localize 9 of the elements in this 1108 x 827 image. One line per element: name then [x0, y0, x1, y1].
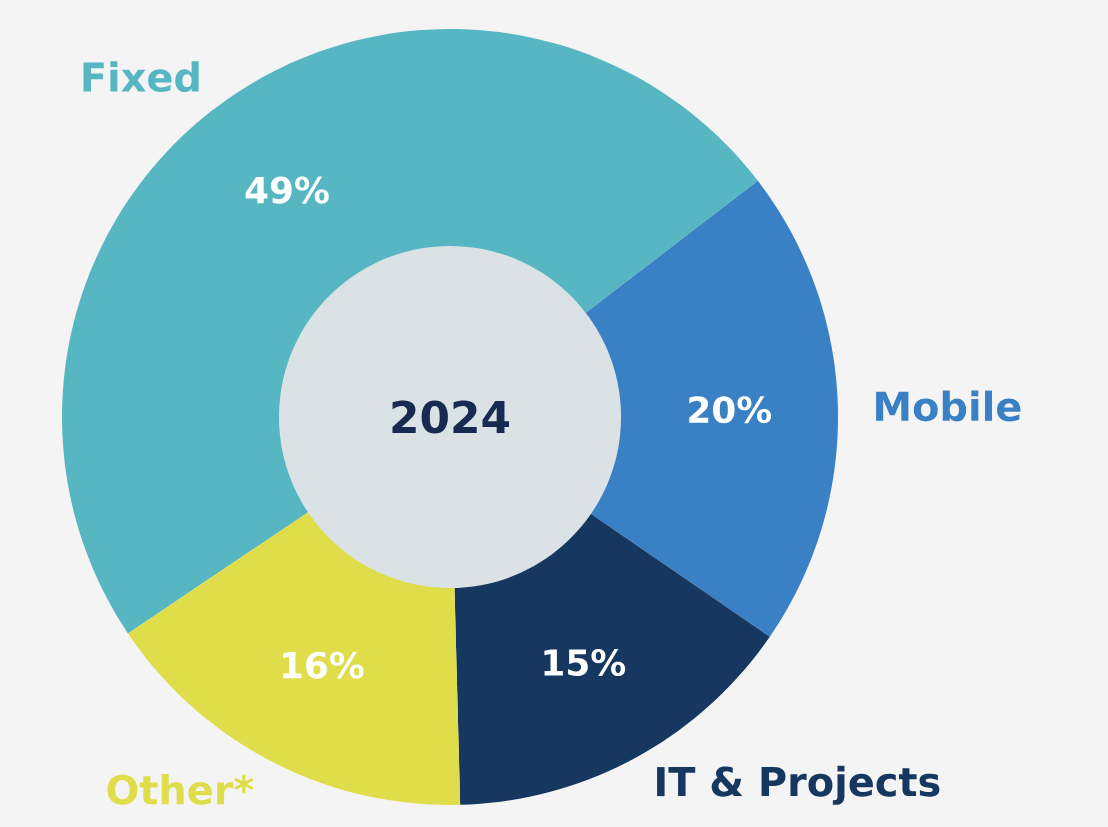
slice-label: Fixed: [83, 61, 199, 93]
data-label: 16%: [283, 651, 364, 679]
slice-label: IT & Projects: [657, 765, 940, 805]
data-label: 49%: [245, 176, 329, 204]
data-label: 15%: [544, 648, 626, 677]
data-label: 20%: [689, 396, 772, 424]
text: 2024: [392, 400, 510, 434]
slice-label: Mobile: [876, 390, 1021, 422]
slice-label: Other*: [107, 773, 254, 805]
